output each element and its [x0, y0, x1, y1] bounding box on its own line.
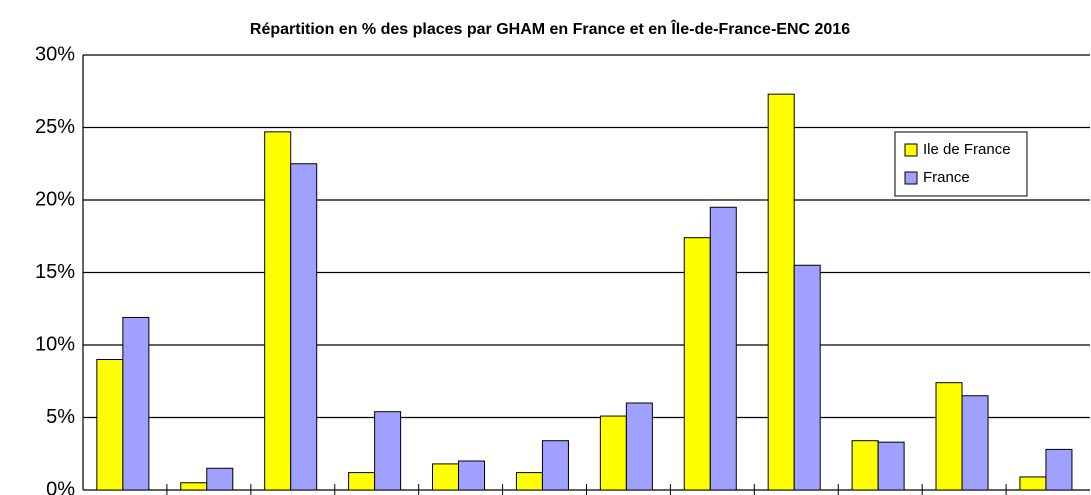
- bar: [683, 237, 711, 491]
- bar: [709, 206, 737, 491]
- y-tick-label: 5%: [46, 406, 75, 428]
- y-tick-label: 15%: [35, 261, 75, 283]
- bar: [290, 163, 318, 491]
- bar: [877, 441, 905, 491]
- bar: [264, 131, 292, 491]
- bar: [767, 93, 795, 491]
- bar: [1019, 476, 1047, 491]
- bar: [180, 482, 208, 491]
- legend-swatch: [904, 171, 918, 185]
- bar: [432, 463, 460, 491]
- chart-title: Répartition en % des places par GHAM en …: [250, 19, 850, 38]
- bar: [206, 467, 234, 491]
- bar: [599, 415, 627, 491]
- bar: [793, 264, 821, 491]
- legend-box: [894, 131, 1028, 197]
- y-tick-label: 0%: [46, 478, 75, 495]
- bar: [961, 395, 989, 491]
- bar: [515, 472, 543, 491]
- bar: [541, 440, 569, 491]
- legend-swatch: [904, 143, 918, 157]
- bar: [1045, 448, 1073, 491]
- bar: [851, 440, 879, 491]
- y-tick-label: 25%: [35, 116, 75, 138]
- bar: [122, 316, 150, 491]
- bar: [374, 411, 402, 491]
- legend-label: Ile de France: [923, 141, 1011, 158]
- legend-label: France: [923, 169, 970, 186]
- y-tick-label: 10%: [35, 333, 75, 355]
- y-tick-label: 20%: [35, 188, 75, 210]
- bar: [96, 359, 124, 491]
- y-tick-label: 30%: [35, 43, 75, 65]
- bar: [348, 472, 376, 491]
- bar: [625, 402, 653, 491]
- bar: [935, 382, 963, 491]
- bar: [458, 460, 486, 491]
